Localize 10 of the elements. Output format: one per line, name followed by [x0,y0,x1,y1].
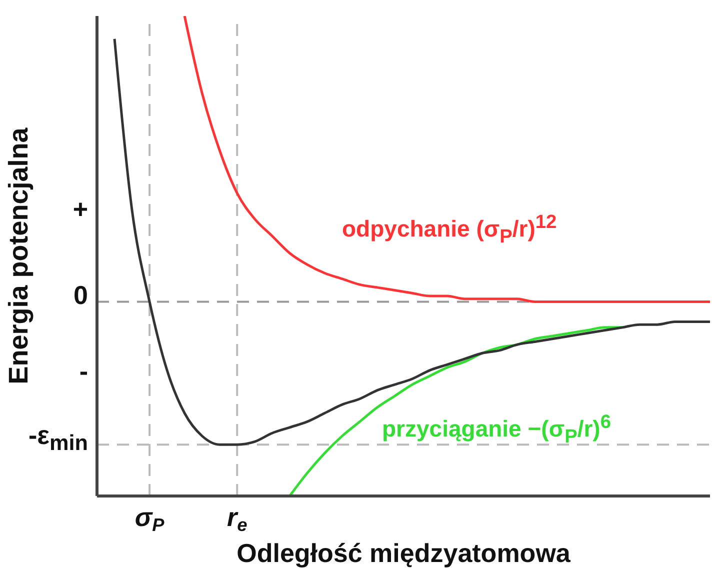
x-tick-label: r$_{e}$ [226,502,248,536]
x-tick-label: σ$_{P}$ [134,502,166,536]
text: 0 [74,280,88,310]
text: -ε$_{min}$ [28,420,88,458]
series-label: odpychanie (σ$_{P}$/r)$^{12}$ [342,212,557,248]
x-axis-title: Odległość międzyatomowa [236,538,571,568]
text: - [79,356,88,386]
y-axis-title: Energia potencjalna [4,126,34,384]
series-label: przyciąganie −(σ$_{P}$/r)$^{6}$ [382,412,611,448]
text: + [72,194,88,224]
